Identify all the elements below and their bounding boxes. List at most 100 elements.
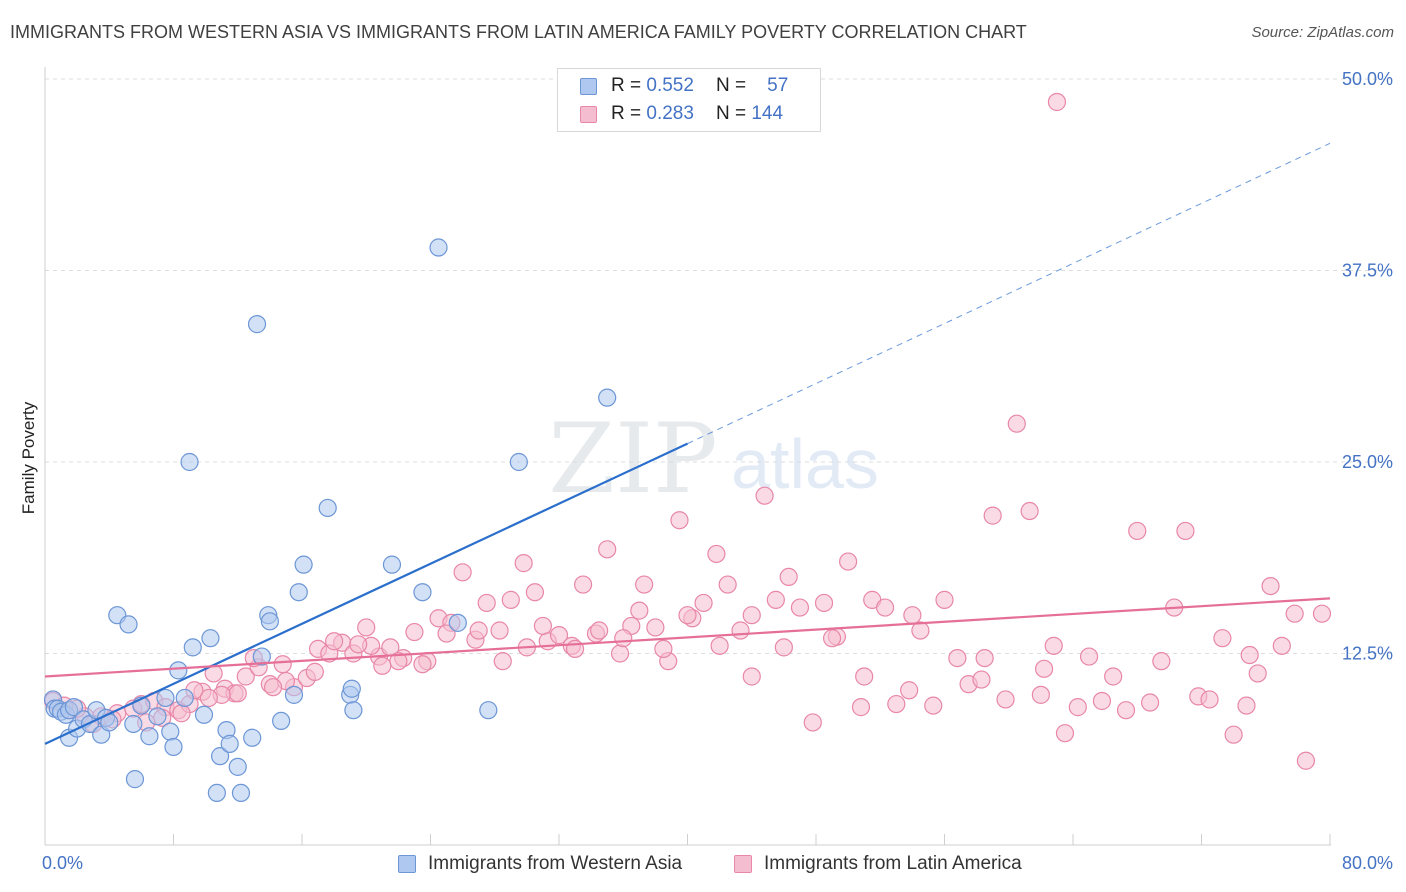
legend-n-value: 57 bbox=[767, 75, 789, 96]
western-asia-point bbox=[448, 613, 467, 632]
latin-america-point bbox=[228, 684, 247, 703]
latin-america-point bbox=[1034, 659, 1054, 678]
latin-america-point bbox=[614, 629, 633, 648]
latin-america-point bbox=[948, 648, 967, 668]
western-asia-point bbox=[429, 238, 448, 257]
latin-america-point bbox=[755, 486, 774, 505]
blue-swatch bbox=[580, 77, 597, 95]
latin-america-point bbox=[325, 632, 344, 651]
latin-america-point bbox=[851, 698, 871, 717]
western-asia-point bbox=[156, 688, 175, 708]
x-tick-label-max: 80.0% bbox=[1342, 853, 1393, 873]
latin-america-point bbox=[1296, 751, 1316, 770]
western-asia-point bbox=[294, 555, 313, 574]
trend-lines bbox=[44, 142, 1331, 745]
western-asia-point bbox=[169, 661, 188, 680]
latin-america-point bbox=[1312, 604, 1332, 623]
latin-america-point bbox=[646, 618, 665, 637]
latin-america-point bbox=[1224, 725, 1243, 744]
latin-america-point bbox=[779, 567, 798, 587]
latin-america-point bbox=[1092, 691, 1112, 711]
bottom-legend-label: Immigrants from Latin America bbox=[764, 853, 1022, 874]
western-asia-point bbox=[220, 734, 239, 753]
western-asia-point bbox=[509, 452, 528, 472]
latin-america-point bbox=[1031, 685, 1050, 704]
western-asia-point bbox=[210, 747, 230, 766]
axes bbox=[44, 67, 1331, 846]
western-asia-point bbox=[194, 705, 214, 724]
axis-labels: 12.5% 25.0% 37.5% 50.0% 0.0% 80.0% Family Pove… bbox=[19, 69, 1393, 873]
latin-america-point bbox=[437, 624, 456, 643]
latin-america-point bbox=[1047, 92, 1067, 112]
latin-america-point bbox=[766, 590, 785, 609]
latin-america-point bbox=[630, 601, 649, 620]
latin-america-point bbox=[1055, 724, 1075, 743]
western-asia-point bbox=[119, 615, 138, 634]
western-asia-points bbox=[43, 238, 617, 803]
latin-america-point bbox=[1285, 604, 1304, 623]
y-axis-title: Family Poverty bbox=[19, 401, 38, 514]
western-asia-trend-extension bbox=[687, 142, 1331, 445]
latin-america-point bbox=[405, 622, 424, 642]
latin-america-point bbox=[903, 606, 922, 625]
latin-america-point bbox=[935, 590, 954, 609]
latin-america-point bbox=[1044, 636, 1063, 655]
legend-n-value: 144 bbox=[751, 103, 784, 124]
latin-america-point bbox=[1128, 521, 1147, 541]
western-asia-point bbox=[175, 688, 194, 708]
western-asia-point bbox=[413, 583, 432, 602]
latin-america-point bbox=[718, 575, 737, 594]
latin-america-point bbox=[983, 506, 1002, 525]
latin-america-trend-line bbox=[44, 597, 1331, 678]
latin-america-point bbox=[1248, 664, 1267, 683]
western-asia-point bbox=[252, 647, 271, 666]
latin-america-point bbox=[924, 696, 943, 715]
western-asia-point bbox=[183, 638, 202, 657]
legend-r-label: R = bbox=[611, 103, 642, 124]
western-asia-point bbox=[284, 685, 304, 704]
western-asia-point bbox=[207, 783, 226, 803]
western-asia-point bbox=[231, 783, 251, 803]
latin-america-point bbox=[469, 621, 488, 640]
latin-america-point bbox=[1237, 696, 1256, 715]
latin-america-point bbox=[525, 583, 545, 602]
latin-america-point bbox=[972, 670, 991, 689]
x-tick-label-min: 0.0% bbox=[42, 853, 83, 873]
western-asia-point bbox=[318, 498, 337, 518]
y-tick-label: 25.0% bbox=[1342, 452, 1393, 472]
latin-america-point bbox=[875, 598, 895, 617]
bottom-legend-western-asia: Immigrants from Western Asia bbox=[398, 852, 682, 876]
latin-america-point bbox=[199, 688, 218, 708]
bottom-legend-latin-america: Immigrants from Latin America bbox=[734, 852, 1022, 876]
latin-america-point bbox=[501, 590, 520, 609]
western-asia-point bbox=[247, 315, 267, 334]
western-asia-point bbox=[289, 583, 308, 602]
y-tick-label: 37.5% bbox=[1342, 261, 1393, 281]
western-asia-point bbox=[140, 727, 159, 746]
western-asia-point bbox=[164, 737, 183, 757]
blue-legend-swatch bbox=[398, 855, 416, 873]
latin-america-point bbox=[514, 554, 533, 573]
latin-america-point bbox=[373, 656, 392, 675]
latin-america-point bbox=[855, 667, 874, 686]
latin-america-point bbox=[887, 694, 906, 714]
western-asia-point bbox=[243, 728, 262, 747]
watermark-atlas: atlas bbox=[731, 425, 879, 503]
latin-america-point bbox=[1079, 647, 1099, 666]
legend-r-value: 0.552 bbox=[646, 75, 694, 96]
latin-america-point bbox=[731, 621, 750, 640]
latin-america-point bbox=[413, 655, 432, 674]
western-asia-point bbox=[260, 612, 279, 631]
latin-america-point bbox=[1104, 667, 1123, 686]
latin-america-point bbox=[1068, 698, 1087, 717]
latin-america-point bbox=[635, 575, 654, 594]
bottom-legend-label: Immigrants from Western Asia bbox=[428, 853, 683, 874]
legend-row-latin-america: R = 0.283 N = 144 bbox=[580, 101, 783, 127]
chart-source: Source: ZipAtlas.com bbox=[1251, 24, 1394, 41]
correlation-legend: R = 0.552 N = 57 R = 0.283 N = 144 bbox=[557, 68, 821, 132]
latin-america-point bbox=[273, 655, 292, 674]
latin-america-point bbox=[573, 575, 593, 594]
latin-america-point bbox=[1240, 645, 1259, 665]
legend-r-label: R = bbox=[611, 75, 642, 96]
